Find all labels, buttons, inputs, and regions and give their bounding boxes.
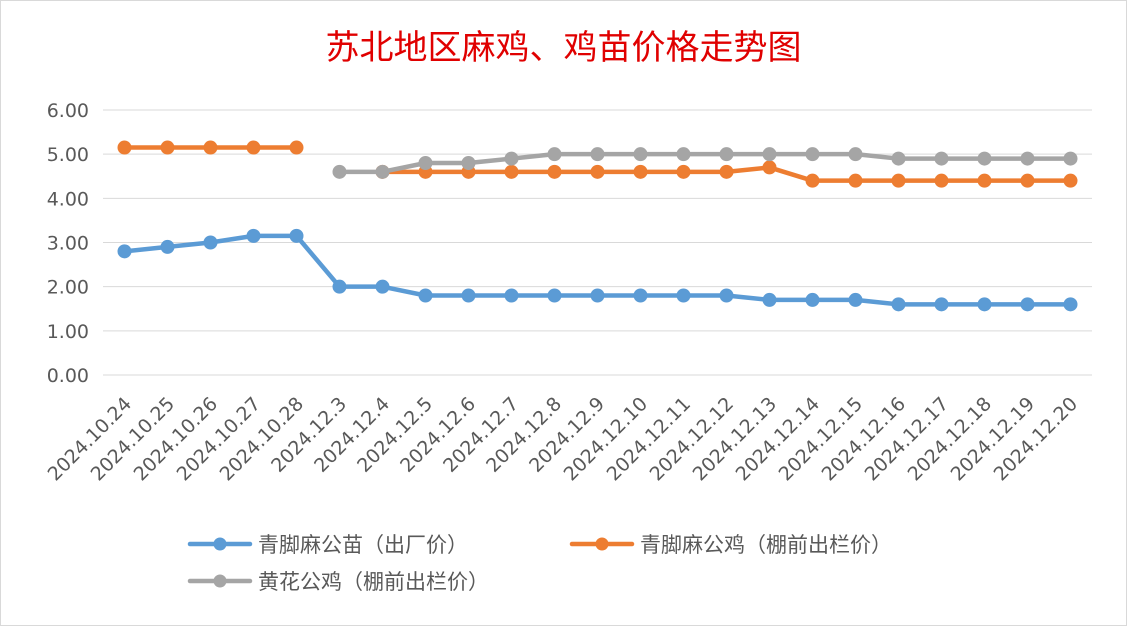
data-point (1020, 151, 1035, 166)
data-point (891, 173, 906, 188)
data-point (117, 140, 132, 155)
data-point (332, 279, 347, 294)
data-point (805, 173, 820, 188)
data-point (590, 164, 605, 179)
data-point (375, 279, 390, 294)
data-point (1020, 297, 1035, 312)
data-point (676, 164, 691, 179)
data-point (590, 288, 605, 303)
data-point (633, 147, 648, 162)
data-point (117, 244, 132, 259)
y-tick-label: 0.00 (47, 365, 89, 387)
data-point (934, 297, 949, 312)
data-point (1020, 173, 1035, 188)
legend-swatch-marker (213, 537, 227, 551)
data-point (762, 160, 777, 175)
data-point (891, 151, 906, 166)
data-point (289, 140, 304, 155)
data-point (504, 288, 519, 303)
data-point (1063, 151, 1078, 166)
data-point (977, 173, 992, 188)
data-point (891, 297, 906, 312)
y-tick-label: 6.00 (47, 100, 89, 122)
chart-title: 苏北地区麻鸡、鸡苗价格走势图 (325, 28, 802, 68)
y-tick-label: 4.00 (47, 188, 89, 210)
data-point (805, 292, 820, 307)
y-tick-label: 2.00 (47, 277, 89, 299)
data-point (719, 164, 734, 179)
data-point (246, 140, 261, 155)
y-tick-label: 3.00 (47, 233, 89, 255)
data-point (676, 147, 691, 162)
legend-swatch-marker (595, 537, 609, 551)
data-point (934, 173, 949, 188)
data-point (504, 164, 519, 179)
data-point (418, 156, 433, 170)
data-point (547, 288, 562, 303)
series-line (337, 151, 1073, 175)
data-point (762, 147, 777, 162)
data-point (375, 164, 390, 179)
data-point (977, 151, 992, 166)
data-point (160, 140, 175, 155)
legend-swatch-marker (213, 574, 227, 588)
data-point (332, 164, 347, 179)
data-point (289, 228, 304, 243)
data-point (762, 292, 777, 307)
data-point (633, 164, 648, 179)
data-point (805, 147, 820, 162)
data-point (246, 228, 261, 243)
data-point (848, 173, 863, 188)
y-tick-label: 5.00 (47, 144, 89, 166)
data-point (977, 297, 992, 312)
data-point (719, 288, 734, 303)
data-point (203, 235, 218, 250)
legend-label: 青脚麻公鸡（棚前出栏价） (640, 533, 892, 557)
data-point (848, 147, 863, 162)
data-point (461, 156, 476, 170)
data-point (633, 288, 648, 303)
y-tick-label: 1.00 (47, 321, 89, 343)
data-point (547, 164, 562, 179)
data-point (504, 151, 519, 166)
data-point (461, 288, 476, 303)
legend-label: 青脚麻公苗（出厂价） (258, 533, 468, 557)
data-point (1063, 173, 1078, 188)
data-point (547, 147, 562, 162)
data-point (934, 151, 949, 166)
data-point (203, 140, 218, 155)
legend-label: 黄花公鸡（棚前出栏价） (258, 570, 489, 594)
data-point (1063, 297, 1078, 312)
data-point (590, 147, 605, 162)
data-point (418, 288, 433, 303)
data-point (848, 292, 863, 307)
data-point (676, 288, 691, 303)
data-point (160, 239, 175, 254)
data-point (719, 147, 734, 162)
